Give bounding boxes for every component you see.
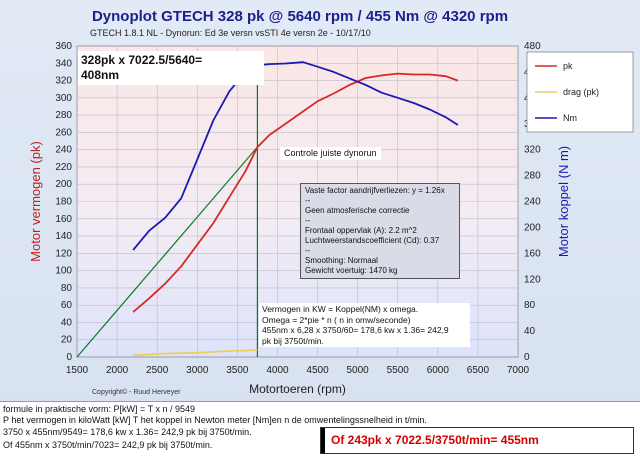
y-right-axis-label: Motor koppel (N m) (556, 146, 571, 257)
x-tick-label: 3000 (186, 365, 209, 376)
x-tick-label: 6500 (467, 365, 490, 376)
copyright: Copyright© - Ruud Herveyer (92, 389, 181, 396)
torque-calc-note: 328pk x 7022.5/5640= 408nm (78, 51, 264, 85)
y-left-tick-label: 100 (55, 266, 72, 277)
x-tick-label: 2500 (146, 365, 169, 376)
series-line-pk (132, 72, 459, 313)
y-left-tick-label: 240 (55, 145, 72, 156)
settings-line: -- (305, 196, 311, 205)
settings-line: Gewicht voertuig: 1470 kg (305, 266, 398, 275)
final-result-bar (321, 428, 325, 453)
settings-line: -- (305, 216, 311, 225)
y-left-tick-label: 320 (55, 76, 72, 87)
y-right-tick-label: 240 (524, 197, 541, 208)
series-line-nm (132, 61, 459, 251)
torque-calc-line-1: 328pk x 7022.5/5640= (81, 53, 203, 67)
formula-line-3: 3750 x 455nm/9549= 178,6 kw x 1.36= 242,… (3, 427, 252, 437)
x-tick-label: 1500 (66, 365, 89, 376)
final-result-text: Of 243pk x 7022.5/3750t/min= 455nm (331, 433, 539, 447)
x-tick-label: 5500 (387, 365, 410, 376)
torque-calc-line-2: 408nm (81, 68, 120, 82)
power-formula-note: Vermogen in KW = Koppel(NM) x omega. Ome… (259, 303, 470, 347)
y-left-tick-label: 80 (61, 283, 73, 294)
y-right-tick-label: 120 (524, 274, 541, 285)
settings-line: -- (305, 246, 311, 255)
y-right-tick-label: 320 (524, 145, 541, 156)
settings-line: Geen atmosferische correctie (305, 206, 410, 215)
y-left-tick-label: 0 (66, 352, 72, 363)
x-tick-label: 7000 (507, 365, 530, 376)
chart-subtitle: GTECH 1.8.1 NL - Dynorun: Ed 3e versn vs… (90, 28, 371, 38)
formula-line-2: P het vermogen in kiloWatt [kW] T het ko… (3, 415, 427, 425)
series-line-drag-pk- (133, 349, 258, 357)
y-right-tick-label: 40 (524, 326, 536, 337)
legend-label: drag (pk) (563, 87, 599, 97)
x-tick-label: 5000 (347, 365, 370, 376)
y-left-tick-label: 220 (55, 162, 72, 173)
settings-line: Luchtweerstandscoefficient (Cd): 0.37 (305, 236, 440, 245)
y-left-axis-label: Motor vermogen (pk) (28, 141, 43, 262)
formula-line-4: Of 455nm x 3750t/min/7023= 242,9 pk bij … (3, 440, 213, 450)
y-right-tick-label: 80 (524, 300, 536, 311)
x-axis-label: Motortoeren (rpm) (249, 382, 346, 396)
settings-line: Vaste factor aandrijfverliezen: y = 1.26… (305, 186, 445, 195)
power-formula-line: 455nm x 6,28 x 3750/60= 178,6 kw x 1.36=… (262, 325, 449, 335)
x-tick-label: 4000 (266, 365, 289, 376)
y-right-tick-label: 160 (524, 248, 541, 259)
settings-line: Frontaal oppervlak (A): 2.2 m^2 (305, 226, 417, 235)
x-tick-label: 3500 (226, 365, 249, 376)
y-left-tick-label: 200 (55, 179, 72, 190)
y-right-tick-label: 0 (524, 352, 530, 363)
x-tick-label: 6000 (427, 365, 450, 376)
y-right-tick-label: 200 (524, 222, 541, 233)
chart-title: Dynoplot GTECH 328 pk @ 5640 rpm / 455 N… (91, 8, 509, 25)
y-left-tick-label: 40 (61, 317, 73, 328)
y-left-tick-label: 20 (61, 335, 73, 346)
controle-diagonal-line (76, 146, 258, 358)
power-formula-line: Omega = 2*pie * n ( n in omw/seconde) (262, 314, 411, 325)
y-left-tick-label: 120 (55, 248, 72, 259)
y-left-tick-label: 260 (55, 127, 72, 138)
y-left-tick-label: 360 (55, 41, 72, 52)
y-left-tick-label: 160 (55, 214, 72, 225)
y-left-tick-label: 340 (55, 58, 72, 69)
x-tick-label: 2000 (106, 365, 129, 376)
settings-box: Vaste factor aandrijfverliezen: y = 1.26… (300, 183, 460, 279)
y-left-tick-label: 180 (55, 197, 72, 208)
power-formula-line: Vermogen in KW = Koppel(NM) x omega. (262, 304, 419, 314)
final-result-box: Of 243pk x 7022.5/3750t/min= 455nm (320, 427, 634, 454)
legend-label: pk (563, 61, 573, 71)
formula-line-1: formule in praktische vorm: P[kW] = T x … (3, 404, 195, 414)
y-left-tick-label: 140 (55, 231, 72, 242)
y-right-tick-label: 280 (524, 171, 541, 182)
y-left-tick-label: 280 (55, 110, 72, 121)
x-tick-label: 4500 (306, 365, 329, 376)
legend-label: Nm (563, 113, 577, 123)
controle-label: Controle juiste dynorun (280, 147, 381, 160)
settings-line: Smoothing: Normaal (305, 256, 378, 265)
y-left-tick-label: 300 (55, 93, 72, 104)
y-left-tick-label: 60 (61, 300, 73, 311)
y-right-tick-label: 480 (524, 41, 541, 52)
power-formula-line: pk bij 3750t/min. (262, 335, 324, 346)
